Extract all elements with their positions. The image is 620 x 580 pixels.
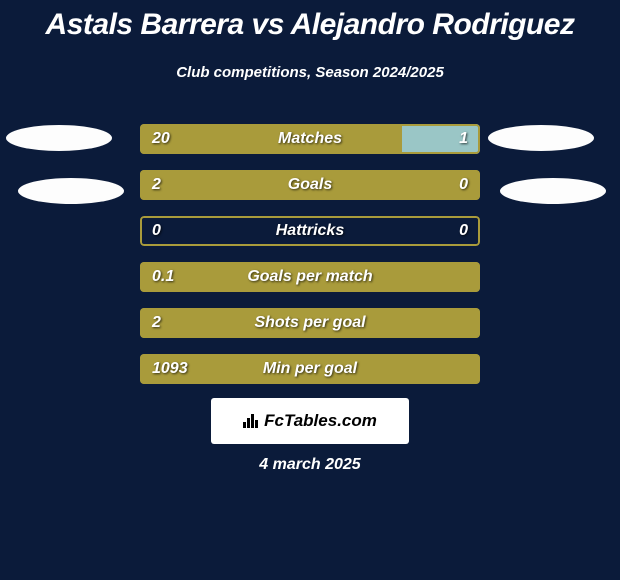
stat-label: Goals [140, 176, 480, 194]
stat-label: Shots per goal [140, 314, 480, 332]
player-right-oval-1 [488, 125, 594, 151]
stat-label: Hattricks [140, 222, 480, 240]
player-left-oval-2 [18, 178, 124, 204]
badge-label: FcTables.com [264, 411, 377, 431]
player-left-oval-1 [6, 125, 112, 151]
footer-date: 4 march 2025 [0, 456, 620, 474]
page-title: Astals Barrera vs Alejandro Rodriguez [0, 8, 620, 42]
stat-label: Matches [140, 130, 480, 148]
subtitle: Club competitions, Season 2024/2025 [0, 64, 620, 81]
stat-row: 00Hattricks [140, 216, 480, 246]
stat-label: Goals per match [140, 268, 480, 286]
player-right-oval-2 [500, 178, 606, 204]
stat-row: 1093Min per goal [140, 354, 480, 384]
stat-row: 2Shots per goal [140, 308, 480, 338]
stat-label: Min per goal [140, 360, 480, 378]
fctables-badge: FcTables.com [211, 398, 409, 444]
bar-chart-icon [243, 414, 258, 428]
stat-row: 20Goals [140, 170, 480, 200]
comparison-infographic: Astals Barrera vs Alejandro Rodriguez Cl… [0, 0, 620, 580]
stat-row: 0.1Goals per match [140, 262, 480, 292]
stat-row: 201Matches [140, 124, 480, 154]
